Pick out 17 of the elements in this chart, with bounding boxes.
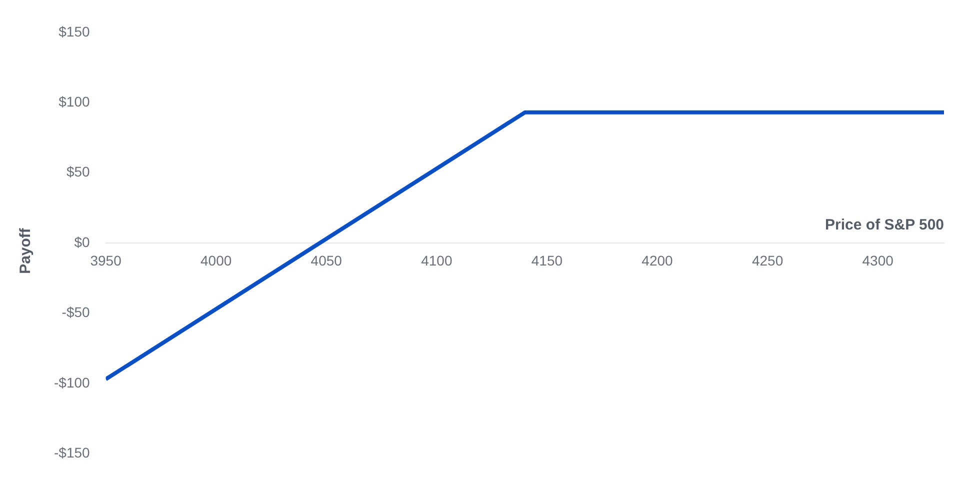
x-tick-label: 4200 [642, 252, 674, 268]
y-tick-label: -$50 [62, 304, 90, 320]
y-tick-label: -$150 [54, 444, 90, 460]
y-tick-label: $150 [58, 23, 90, 40]
x-tick-label: 4150 [531, 252, 563, 268]
x-tick-label: 4050 [310, 252, 342, 268]
x-tick-label: 3950 [90, 252, 122, 268]
y-axis-title: Payoff [17, 227, 34, 274]
x-tick-label: 4100 [421, 252, 452, 268]
y-tick-label: $0 [74, 234, 90, 250]
x-tick-label: 4000 [200, 252, 232, 268]
x-tick-label: 4250 [752, 252, 784, 268]
y-tick-label: $100 [58, 93, 90, 110]
y-tick-label: $50 [66, 164, 90, 180]
y-tick-label: -$100 [54, 374, 90, 390]
x-tick-label: 4300 [862, 252, 894, 268]
x-axis-title: Price of S&P 500 [825, 216, 944, 234]
